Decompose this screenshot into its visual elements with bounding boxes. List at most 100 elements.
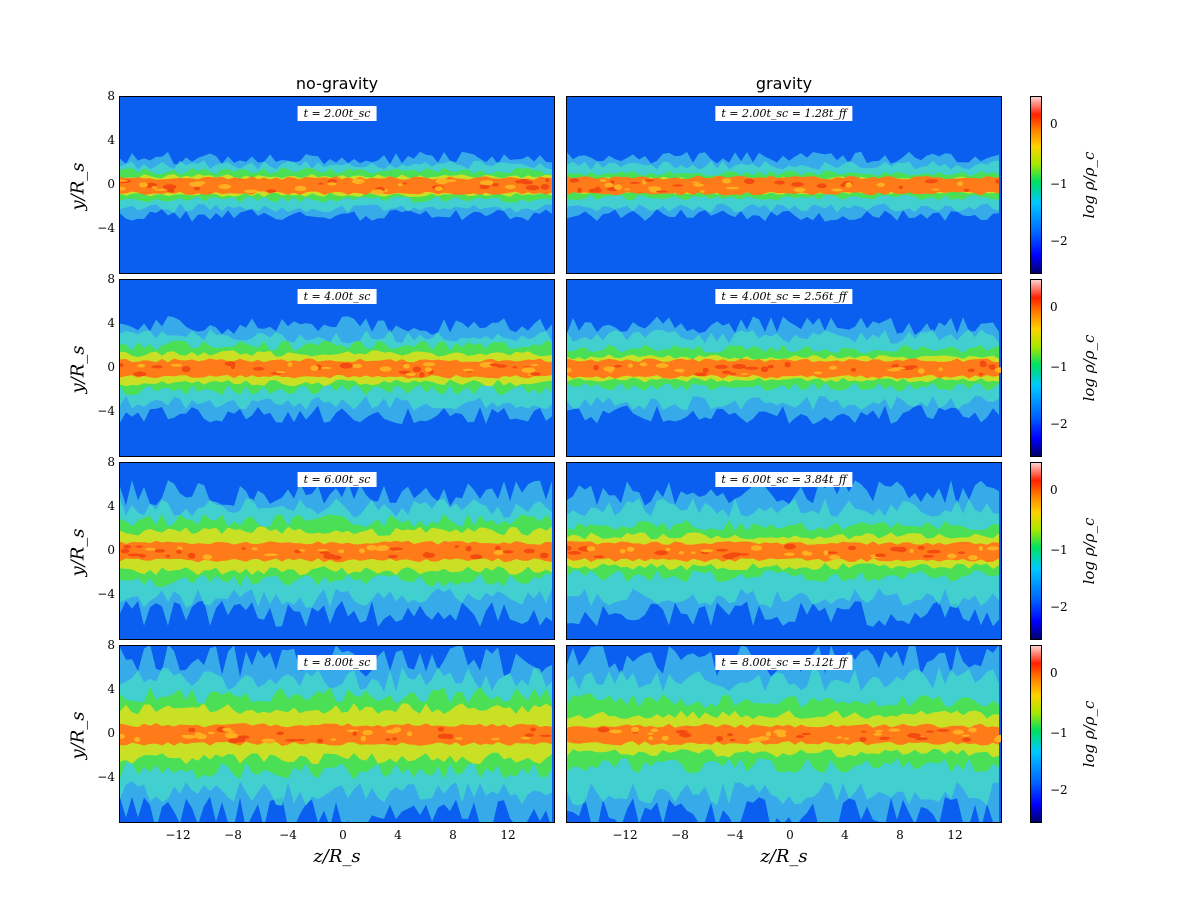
density-clump bbox=[339, 362, 353, 369]
y-tick-label: −4 bbox=[97, 404, 115, 418]
density-clump bbox=[716, 548, 729, 552]
density-clump bbox=[963, 188, 970, 192]
density-clump bbox=[600, 178, 607, 183]
density-clump bbox=[435, 178, 449, 185]
time-label: t = 6.00t_sc bbox=[297, 472, 377, 487]
colorbar-tick-label: −2 bbox=[1050, 417, 1068, 431]
x-tick-label: −4 bbox=[726, 828, 744, 842]
density-clump bbox=[189, 181, 203, 187]
density-clump bbox=[873, 732, 883, 736]
density-clump bbox=[216, 726, 227, 733]
density-clump bbox=[525, 185, 540, 191]
density-clump bbox=[317, 549, 328, 552]
density-clump bbox=[586, 546, 596, 552]
colorbar-tick-label: 0 bbox=[1050, 300, 1058, 314]
colorbar-tick-label: −2 bbox=[1050, 783, 1068, 797]
density-clump bbox=[614, 364, 622, 368]
density-clump bbox=[765, 731, 772, 737]
density-clump bbox=[151, 186, 158, 189]
density-clump bbox=[986, 546, 1000, 551]
density-clump bbox=[656, 363, 669, 368]
column-title-no-gravity: no-gravity bbox=[295, 74, 379, 93]
density-layer bbox=[567, 358, 999, 379]
y-tick-label: 0 bbox=[107, 543, 115, 557]
y-tick-label: 8 bbox=[107, 272, 115, 286]
density-clump bbox=[957, 181, 964, 186]
density-clump bbox=[493, 550, 504, 555]
density-clump bbox=[359, 548, 365, 554]
density-clump bbox=[700, 549, 714, 553]
colorbar-tick-label: −2 bbox=[1050, 600, 1068, 614]
density-clump bbox=[729, 372, 737, 375]
density-clump bbox=[502, 550, 514, 554]
density-clump bbox=[470, 554, 483, 560]
density-clump bbox=[253, 367, 265, 371]
density-clump bbox=[176, 549, 182, 555]
density-clump bbox=[207, 731, 215, 735]
density-clump bbox=[624, 188, 630, 191]
panel-gravity: t = 4.00t_sc = 2.56t_ff bbox=[566, 279, 1002, 457]
density-clump bbox=[898, 185, 903, 189]
density-layer bbox=[567, 541, 999, 563]
density-clump bbox=[454, 737, 463, 740]
density-layer bbox=[120, 540, 552, 563]
density-clump bbox=[405, 372, 417, 376]
y-tick-label: −4 bbox=[97, 221, 115, 235]
density-clump bbox=[744, 178, 755, 184]
density-clump bbox=[567, 546, 572, 551]
colorbar-label: log ρ/ρ_c bbox=[1080, 700, 1098, 768]
density-clump bbox=[530, 727, 536, 731]
density-clump bbox=[679, 370, 684, 373]
density-clump bbox=[593, 364, 599, 371]
density-clump bbox=[403, 363, 410, 369]
density-clump bbox=[650, 728, 659, 733]
density-clump bbox=[406, 731, 413, 737]
density-clump bbox=[655, 190, 668, 193]
density-clump bbox=[952, 729, 964, 735]
density-clump bbox=[776, 733, 787, 738]
density-clump bbox=[961, 734, 970, 737]
y-tick-label: 4 bbox=[107, 499, 115, 513]
time-label: t = 4.00t_sc = 2.56t_ff bbox=[715, 289, 853, 304]
density-clump bbox=[202, 554, 213, 560]
density-clump bbox=[740, 373, 749, 375]
time-label: t = 8.00t_sc = 5.12t_ff bbox=[715, 655, 853, 670]
density-clump bbox=[732, 364, 746, 369]
density-clump bbox=[519, 178, 529, 182]
density-clump bbox=[831, 188, 843, 192]
density-map bbox=[567, 646, 1001, 822]
density-clump bbox=[924, 179, 937, 184]
density-clump bbox=[454, 545, 460, 548]
density-clump bbox=[243, 189, 258, 193]
density-clump bbox=[888, 728, 901, 732]
density-clump bbox=[188, 552, 196, 559]
density-clump bbox=[424, 367, 432, 372]
x-tick-label: 12 bbox=[500, 828, 516, 842]
density-clump bbox=[791, 182, 804, 187]
density-clump bbox=[120, 186, 126, 191]
density-clump bbox=[840, 183, 845, 188]
density-clump bbox=[195, 733, 207, 740]
density-clump bbox=[680, 732, 692, 738]
x-tick-label: 8 bbox=[896, 828, 904, 842]
density-clump bbox=[521, 367, 536, 374]
density-clump bbox=[879, 736, 890, 740]
density-clump bbox=[729, 738, 736, 742]
y-axis-label: y/R_s bbox=[67, 711, 89, 760]
colorbar-label: log ρ/ρ_c bbox=[1080, 517, 1098, 585]
density-clump bbox=[351, 178, 365, 184]
density-clump bbox=[957, 551, 966, 554]
density-clump bbox=[859, 737, 867, 742]
density-clump bbox=[491, 737, 500, 741]
density-clump bbox=[936, 729, 950, 732]
density-map bbox=[120, 151, 552, 222]
density-clump bbox=[897, 546, 907, 553]
y-tick-label: 4 bbox=[107, 133, 115, 147]
density-clump bbox=[120, 548, 130, 554]
density-clump bbox=[362, 729, 373, 736]
density-clump bbox=[931, 188, 940, 191]
density-clump bbox=[823, 549, 829, 556]
panel-no-gravity: t = 6.00t_sc bbox=[119, 462, 555, 640]
density-clump bbox=[144, 547, 156, 551]
density-clump bbox=[915, 737, 929, 741]
